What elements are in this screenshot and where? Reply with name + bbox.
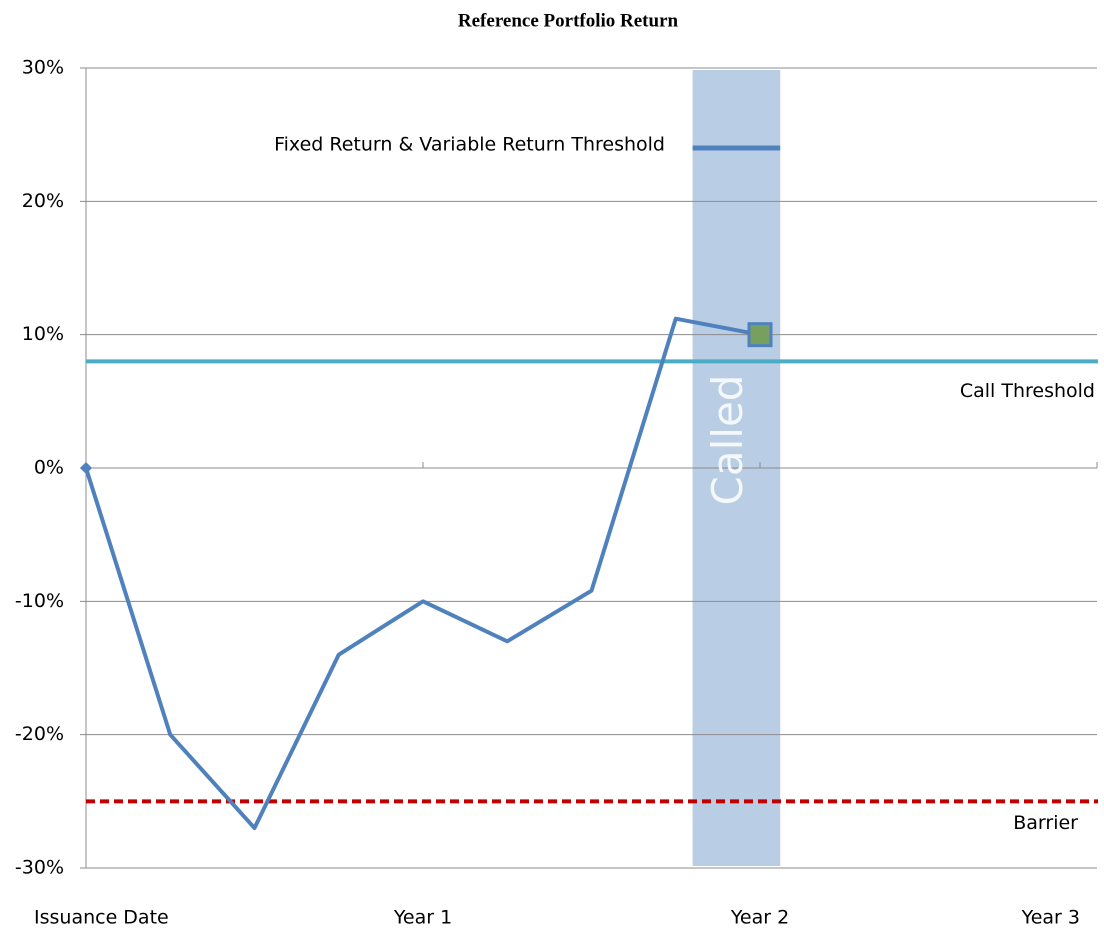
y-tick-label: -30% — [15, 857, 64, 879]
y-tick-label: -20% — [15, 723, 64, 745]
band-label: Called — [703, 375, 752, 506]
x-tick-label: Year 3 — [1021, 907, 1080, 929]
y-tick-label: 0% — [34, 457, 64, 479]
y-tick-label: -10% — [15, 590, 64, 612]
y-tick-label: 10% — [22, 323, 64, 345]
x-tick-label: Year 2 — [730, 907, 789, 929]
y-tick-label: 30% — [22, 57, 64, 79]
start-marker — [80, 462, 92, 474]
reference-label: Barrier — [1013, 812, 1078, 834]
y-tick-label: 20% — [22, 190, 64, 212]
reference-label: Call Threshold — [960, 380, 1095, 402]
x-tick-label: Year 1 — [393, 907, 452, 929]
chart-title: Reference Portfolio Return — [458, 10, 679, 31]
end-marker — [747, 322, 773, 348]
x-tick-label: Issuance Date — [34, 907, 169, 929]
series-line — [84, 316, 761, 830]
segment-label: Fixed Return & Variable Return Threshold — [274, 134, 665, 156]
